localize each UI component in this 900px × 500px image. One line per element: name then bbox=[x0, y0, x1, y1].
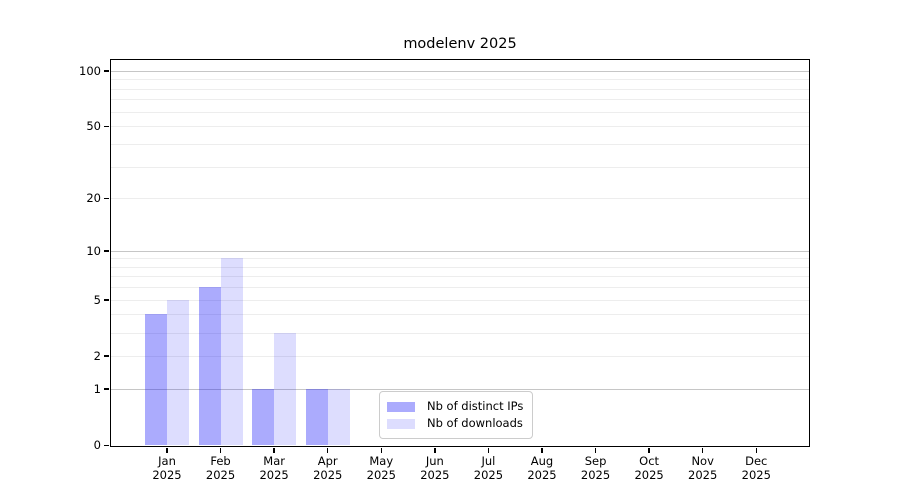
legend-label-distinct-ips: Nb of distinct IPs bbox=[427, 399, 524, 413]
downloads-swatch-icon bbox=[387, 418, 415, 429]
minor-gridline-5 bbox=[111, 299, 809, 301]
y-tick-mark-5 bbox=[104, 299, 109, 301]
major-gridline-10 bbox=[111, 250, 809, 252]
x-tick-mark-nov bbox=[701, 448, 704, 453]
x-tick-label-jan: Jan 2025 bbox=[152, 454, 182, 482]
minor-gridline-40 bbox=[111, 143, 809, 145]
minor-gridline-20 bbox=[111, 198, 809, 200]
bar-distinct-ips-mar bbox=[252, 388, 275, 445]
x-tick-label-nov: Nov 2025 bbox=[688, 454, 718, 482]
y-tick-label-2: 2 bbox=[93, 348, 101, 363]
y-tick-label-5: 5 bbox=[93, 292, 101, 307]
x-tick-label-aug: Aug 2025 bbox=[527, 454, 557, 482]
bar-downloads-jan bbox=[167, 299, 189, 445]
minor-gridline-4 bbox=[111, 314, 809, 316]
minor-gridline-50 bbox=[111, 126, 809, 128]
chart-title: modelenv 2025 bbox=[403, 36, 517, 52]
y-tick-mark-100 bbox=[104, 70, 109, 72]
y-tick-mark-1 bbox=[104, 388, 109, 390]
bar-downloads-mar bbox=[274, 332, 297, 445]
x-tick-label-apr: Apr 2025 bbox=[313, 454, 343, 482]
bar-distinct-ips-feb bbox=[198, 287, 221, 445]
x-tick-label-dec: Dec 2025 bbox=[741, 454, 771, 482]
x-tick-mark-dec bbox=[755, 448, 758, 453]
x-tick-label-oct: Oct 2025 bbox=[634, 454, 664, 482]
x-tick-mark-feb bbox=[219, 448, 222, 453]
legend-item-distinct-ips: Nb of distinct IPs bbox=[387, 398, 523, 415]
x-tick-mark-jul bbox=[487, 448, 490, 453]
x-tick-mark-sep bbox=[594, 448, 597, 453]
minor-gridline-90 bbox=[111, 79, 809, 81]
bar-distinct-ips-apr bbox=[305, 388, 328, 445]
minor-gridline-8 bbox=[111, 266, 809, 268]
y-tick-label-1: 1 bbox=[93, 381, 101, 396]
y-tick-mark-0 bbox=[104, 444, 109, 446]
minor-gridline-30 bbox=[111, 166, 809, 168]
y-tick-label-50: 50 bbox=[86, 119, 101, 134]
bar-distinct-ips-jan bbox=[145, 314, 167, 445]
x-tick-label-feb: Feb 2025 bbox=[205, 454, 236, 482]
minor-gridline-7 bbox=[111, 276, 809, 278]
y-tick-mark-2 bbox=[104, 355, 109, 357]
x-tick-mark-aug bbox=[541, 448, 543, 453]
minor-gridline-3 bbox=[111, 332, 809, 334]
distinct-ips-swatch-icon bbox=[387, 401, 415, 412]
y-tick-mark-10 bbox=[104, 250, 109, 252]
legend-item-downloads: Nb of downloads bbox=[387, 415, 523, 432]
x-tick-mark-apr bbox=[326, 448, 329, 453]
x-tick-mark-jun bbox=[434, 448, 436, 453]
bar-downloads-apr bbox=[327, 388, 350, 445]
minor-gridline-2 bbox=[111, 355, 809, 357]
y-tick-mark-20 bbox=[104, 197, 109, 200]
bar-downloads-feb bbox=[220, 258, 243, 445]
x-tick-mark-may bbox=[380, 448, 383, 453]
x-tick-label-jul: Jul 2025 bbox=[473, 454, 504, 482]
legend: Nb of distinct IPs Nb of downloads bbox=[379, 391, 534, 439]
y-tick-label-20: 20 bbox=[86, 191, 101, 206]
minor-gridline-6 bbox=[111, 287, 809, 289]
plot-area: 0 1 2 5 10 20 50 100 Jan 2025 Feb 2025 Mar 2025 Apr 20… bbox=[79, 59, 810, 482]
y-tick-label-100: 100 bbox=[79, 63, 101, 78]
x-tick-mark-oct bbox=[648, 448, 650, 453]
x-tick-label-mar: Mar 2025 bbox=[259, 454, 289, 482]
x-tick-mark-jan bbox=[166, 448, 168, 453]
x-tick-label-sep: Sep 2025 bbox=[580, 454, 611, 482]
major-gridline-100 bbox=[111, 70, 809, 72]
major-gridline-1 bbox=[111, 388, 809, 390]
x-tick-label-jun: Jun 2025 bbox=[420, 454, 450, 482]
minor-gridline-80 bbox=[111, 88, 809, 90]
legend-label-downloads: Nb of downloads bbox=[427, 416, 523, 430]
x-tick-label-may: May 2025 bbox=[366, 454, 396, 482]
minor-gridline-9 bbox=[111, 258, 809, 260]
minor-gridline-60 bbox=[111, 111, 809, 113]
y-tick-label-10: 10 bbox=[86, 243, 101, 258]
y-tick-mark-50 bbox=[104, 125, 109, 128]
y-tick-label-0: 0 bbox=[93, 438, 101, 452]
minor-gridline-70 bbox=[111, 99, 809, 101]
x-tick-mark-mar bbox=[273, 448, 275, 453]
